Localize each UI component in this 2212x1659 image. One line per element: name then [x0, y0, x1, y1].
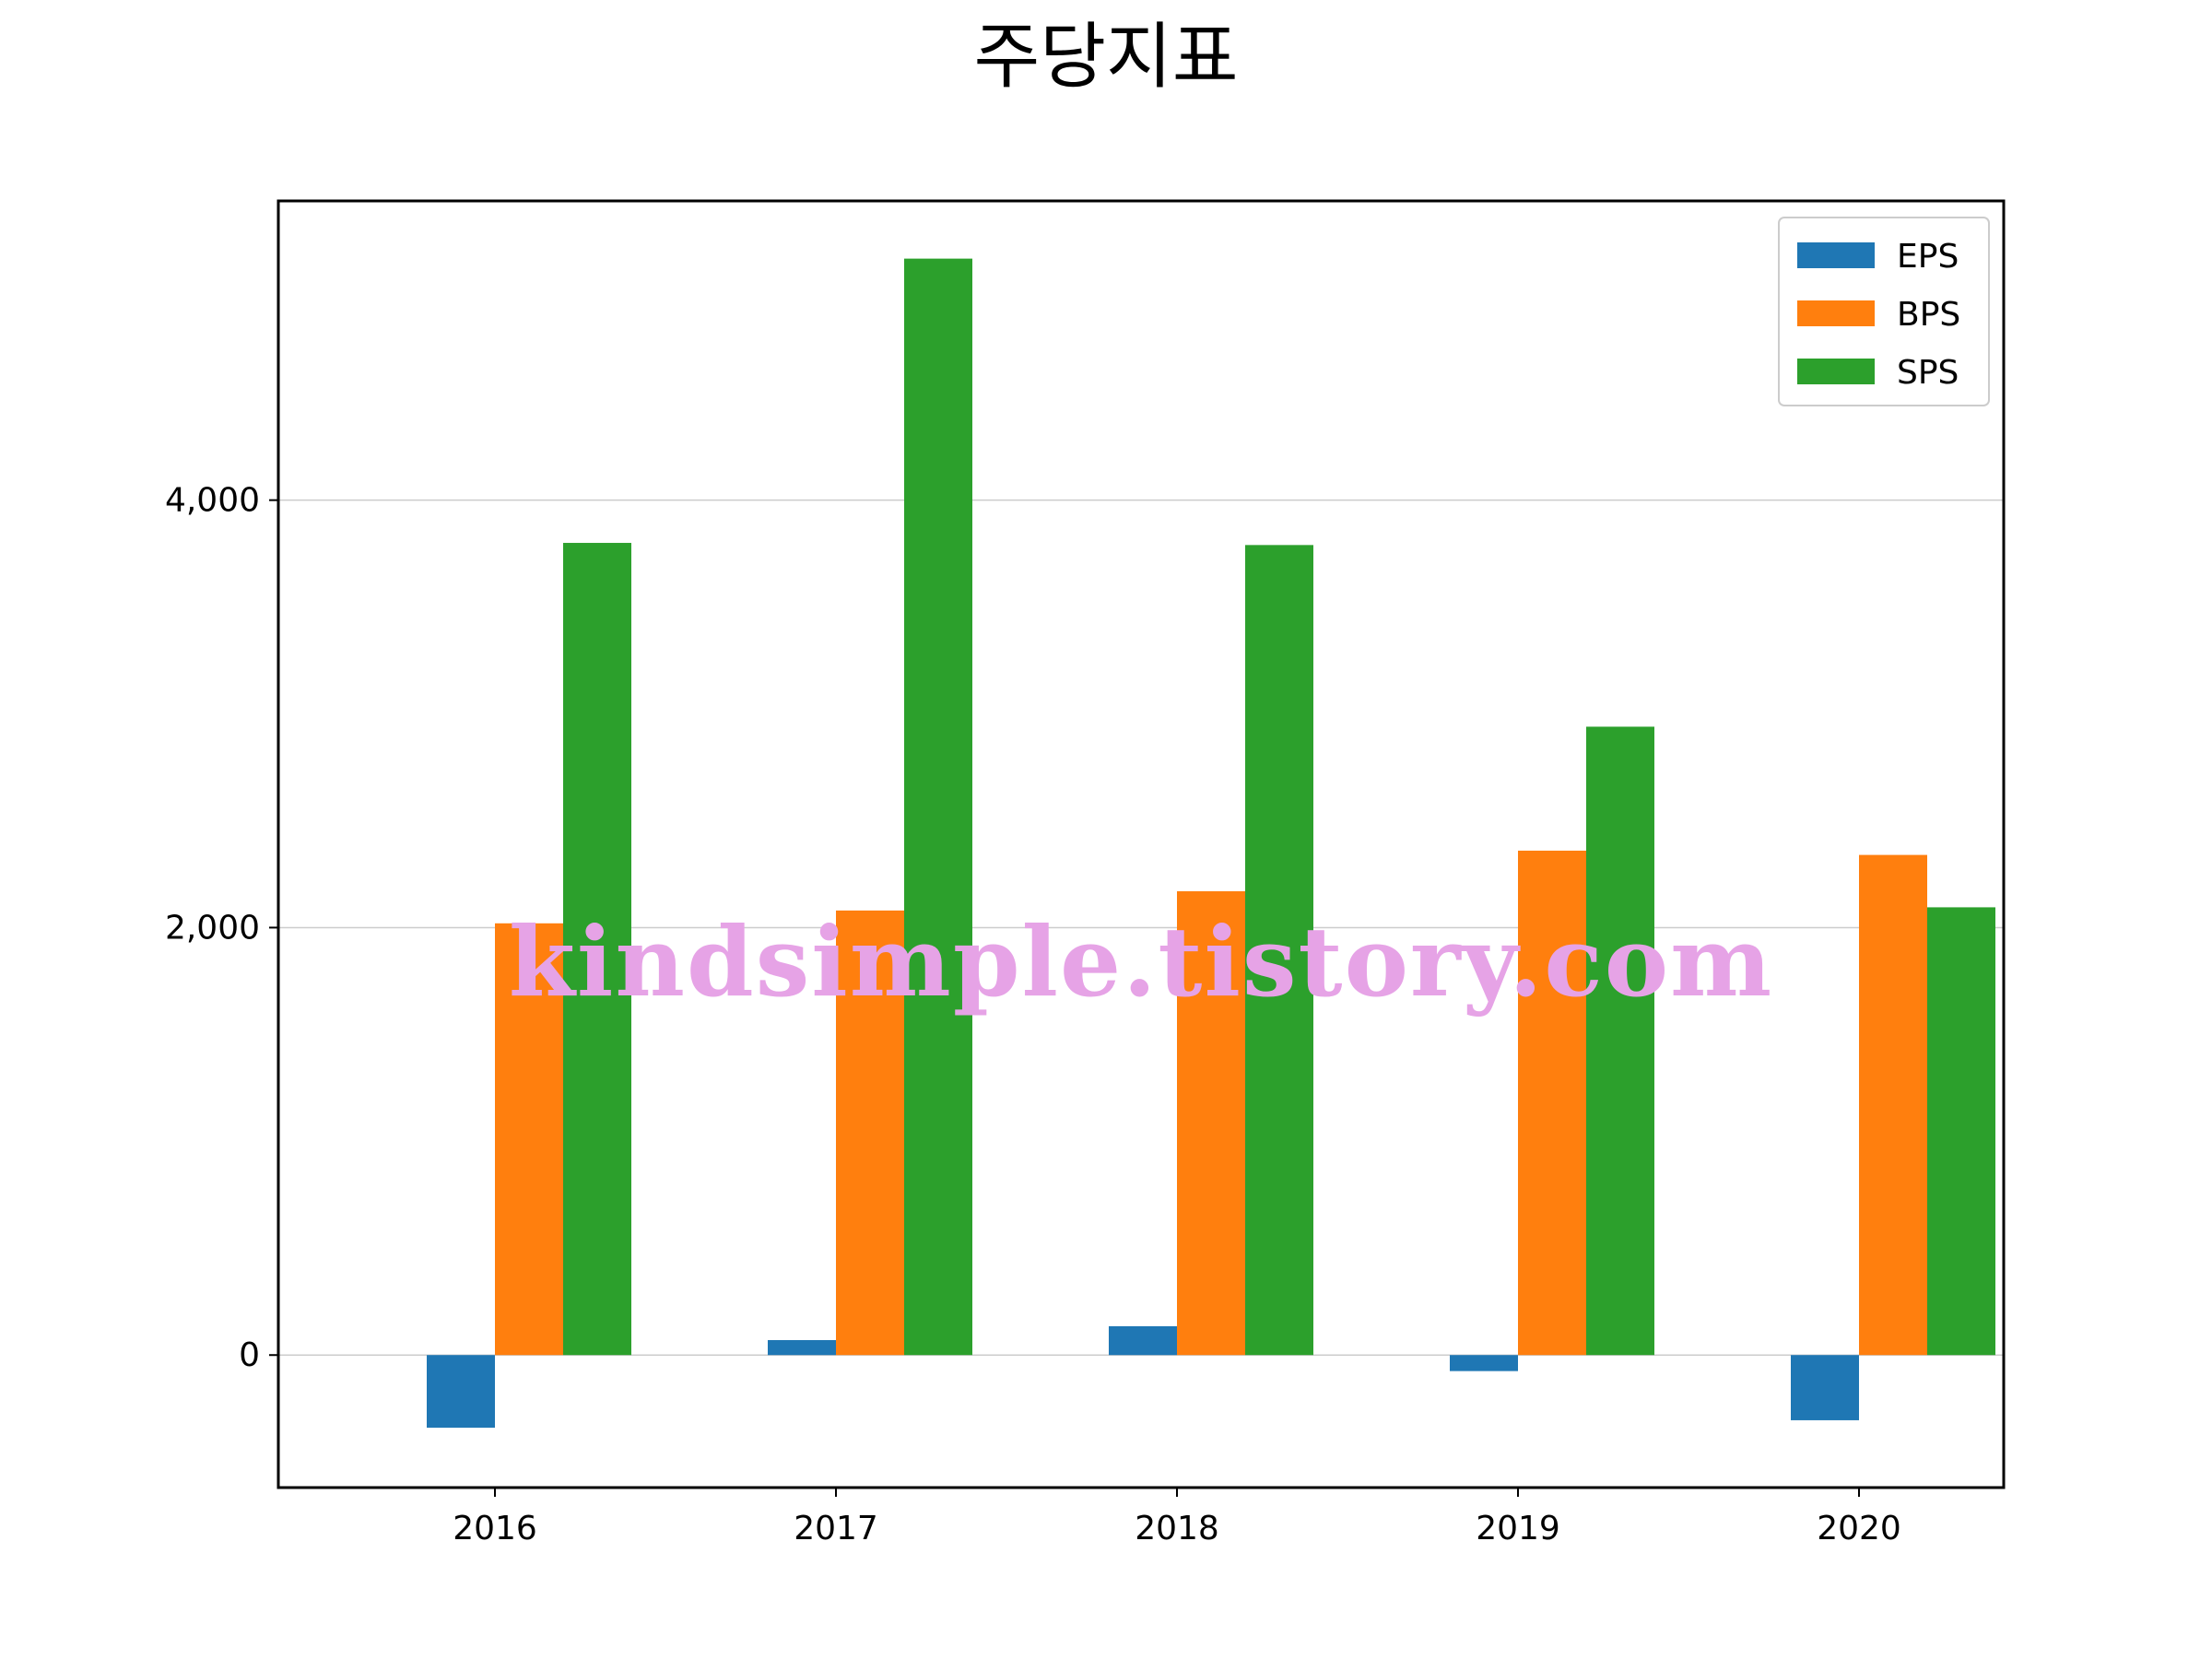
bar-eps-2020 — [1791, 1355, 1859, 1420]
bars — [427, 258, 1995, 1429]
x-tick-label: 2016 — [453, 1510, 537, 1547]
plot-frame — [276, 199, 2006, 1489]
legend-label-eps: EPS — [1897, 238, 1959, 276]
bar-sps-2019 — [1586, 726, 1654, 1356]
x-tick-label: 2018 — [1135, 1510, 1219, 1547]
bar-sps-2020 — [1927, 907, 1995, 1356]
bar-sps-2017 — [904, 258, 972, 1356]
x-tick-label: 2019 — [1476, 1510, 1560, 1547]
x-tick-label: 2017 — [794, 1510, 878, 1547]
legend: EPS BPS SPS — [1778, 217, 1990, 406]
y-tick-label: 4,000 — [165, 482, 260, 520]
y-axis: 0 2,000 4,000 — [165, 482, 278, 1374]
bar-eps-2017 — [768, 1339, 836, 1356]
y-tick-label: 2,000 — [165, 909, 260, 947]
bar-bps-2016 — [495, 923, 563, 1356]
bar-eps-2016 — [427, 1355, 495, 1429]
bar-bps-2018 — [1177, 891, 1245, 1356]
legend-label-sps: SPS — [1897, 354, 1959, 392]
x-tick-label: 2020 — [1817, 1510, 1901, 1547]
legend-swatch-sps — [1797, 359, 1875, 384]
bar-bps-2019 — [1518, 850, 1586, 1356]
bar-bps-2017 — [836, 910, 904, 1356]
bar-eps-2019 — [1450, 1355, 1518, 1371]
legend-swatch-bps — [1797, 300, 1875, 326]
x-axis: 2016 2017 2018 2019 2020 — [453, 1488, 1901, 1547]
bar-sps-2016 — [563, 543, 631, 1356]
y-tick-label: 0 — [239, 1336, 260, 1374]
watermark-text: kindsimple.tistory.com — [509, 905, 1773, 1018]
bar-eps-2018 — [1109, 1325, 1177, 1356]
legend-swatch-eps — [1797, 242, 1875, 268]
legend-label-bps: BPS — [1897, 296, 1960, 334]
bar-bps-2020 — [1859, 854, 1927, 1356]
chart-title: 주당지표 — [973, 16, 1238, 99]
bar-sps-2018 — [1245, 545, 1313, 1356]
